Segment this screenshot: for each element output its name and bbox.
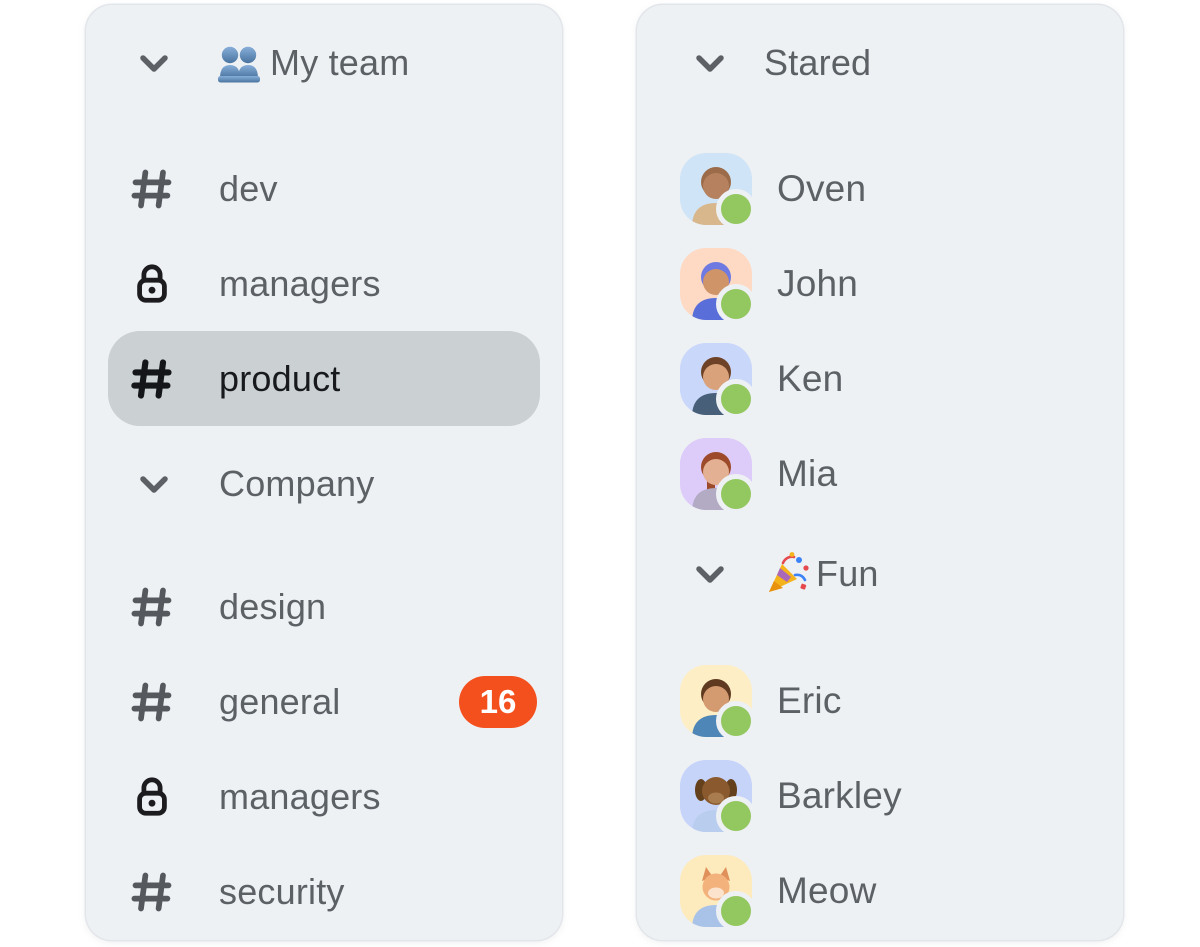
user-item-meow[interactable]: Meow (637, 843, 1123, 938)
channel-label: product (219, 357, 341, 399)
online-status-dot (716, 378, 756, 419)
team-header-label: My team (270, 42, 410, 83)
avatar (680, 342, 756, 419)
online-status-dot (716, 283, 756, 324)
section-gap (637, 109, 1123, 141)
people-panel: Stared Oven (637, 5, 1123, 940)
channel-label: dev (219, 167, 278, 209)
hash-icon (131, 682, 172, 721)
section-gap (86, 531, 562, 559)
user-item-eric[interactable]: Eric (637, 653, 1123, 748)
stared-header-label: Stared (764, 42, 872, 83)
online-status-dot (716, 188, 756, 229)
lock-icon (137, 264, 167, 303)
channel-label: general (219, 680, 341, 722)
chevron-down-icon[interactable] (134, 464, 174, 504)
chevron-down-icon[interactable] (690, 554, 730, 594)
channel-item-security[interactable]: security (86, 844, 562, 939)
company-header-label: Company (219, 462, 375, 504)
hash-icon (131, 587, 172, 626)
channel-label: managers (219, 262, 381, 304)
channel-label: security (219, 870, 345, 912)
section-gap (86, 109, 562, 141)
avatar (680, 152, 756, 229)
online-status-dot (716, 700, 756, 741)
channel-item-product-selected[interactable]: product (108, 331, 540, 426)
online-status-dot (716, 473, 756, 514)
user-item-oven[interactable]: Oven (637, 141, 1123, 236)
section-gap (637, 621, 1123, 653)
unread-count-badge: 16 (459, 675, 537, 728)
hash-icon (131, 169, 172, 208)
online-status-dot (716, 890, 756, 931)
avatar (680, 664, 756, 741)
channel-item-dev[interactable]: dev (86, 141, 562, 236)
user-item-barkley[interactable]: Barkley (637, 748, 1123, 843)
channel-label: managers (219, 775, 381, 817)
hash-icon (131, 872, 172, 911)
channel-item-managers[interactable]: managers (86, 236, 562, 331)
avatar (680, 437, 756, 514)
channel-label: design (219, 585, 327, 627)
user-name: Meow (777, 869, 877, 911)
user-name: Mia (777, 452, 838, 494)
lock-icon (137, 777, 167, 816)
online-status-dot (716, 795, 756, 836)
channel-item-general[interactable]: general 16 (86, 654, 562, 749)
avatar (680, 247, 756, 324)
user-item-mia[interactable]: Mia (637, 426, 1123, 521)
hash-icon (131, 358, 172, 399)
user-name: Ken (777, 357, 844, 399)
team-section-header[interactable]: My team (86, 17, 562, 109)
user-name: Eric (777, 679, 842, 721)
people-icon (218, 46, 260, 83)
user-name: John (777, 262, 859, 304)
fun-section-header[interactable]: Fun (637, 526, 1123, 621)
channel-item-design[interactable]: design (86, 559, 562, 654)
avatar (680, 854, 756, 931)
fun-header-label: Fun (816, 552, 879, 594)
company-section-header[interactable]: Company (86, 436, 562, 531)
user-name: Oven (777, 167, 867, 209)
channels-panel: My team dev managers product (86, 5, 562, 940)
avatar (680, 759, 756, 836)
party-popper-icon (769, 551, 809, 592)
channel-item-managers-2[interactable]: managers (86, 749, 562, 844)
chevron-down-icon[interactable] (134, 43, 174, 83)
user-name: Barkley (777, 774, 902, 816)
user-item-ken[interactable]: Ken (637, 331, 1123, 426)
user-item-john[interactable]: John (637, 236, 1123, 331)
stared-section-header[interactable]: Stared (637, 17, 1123, 109)
chevron-down-icon[interactable] (690, 43, 730, 83)
